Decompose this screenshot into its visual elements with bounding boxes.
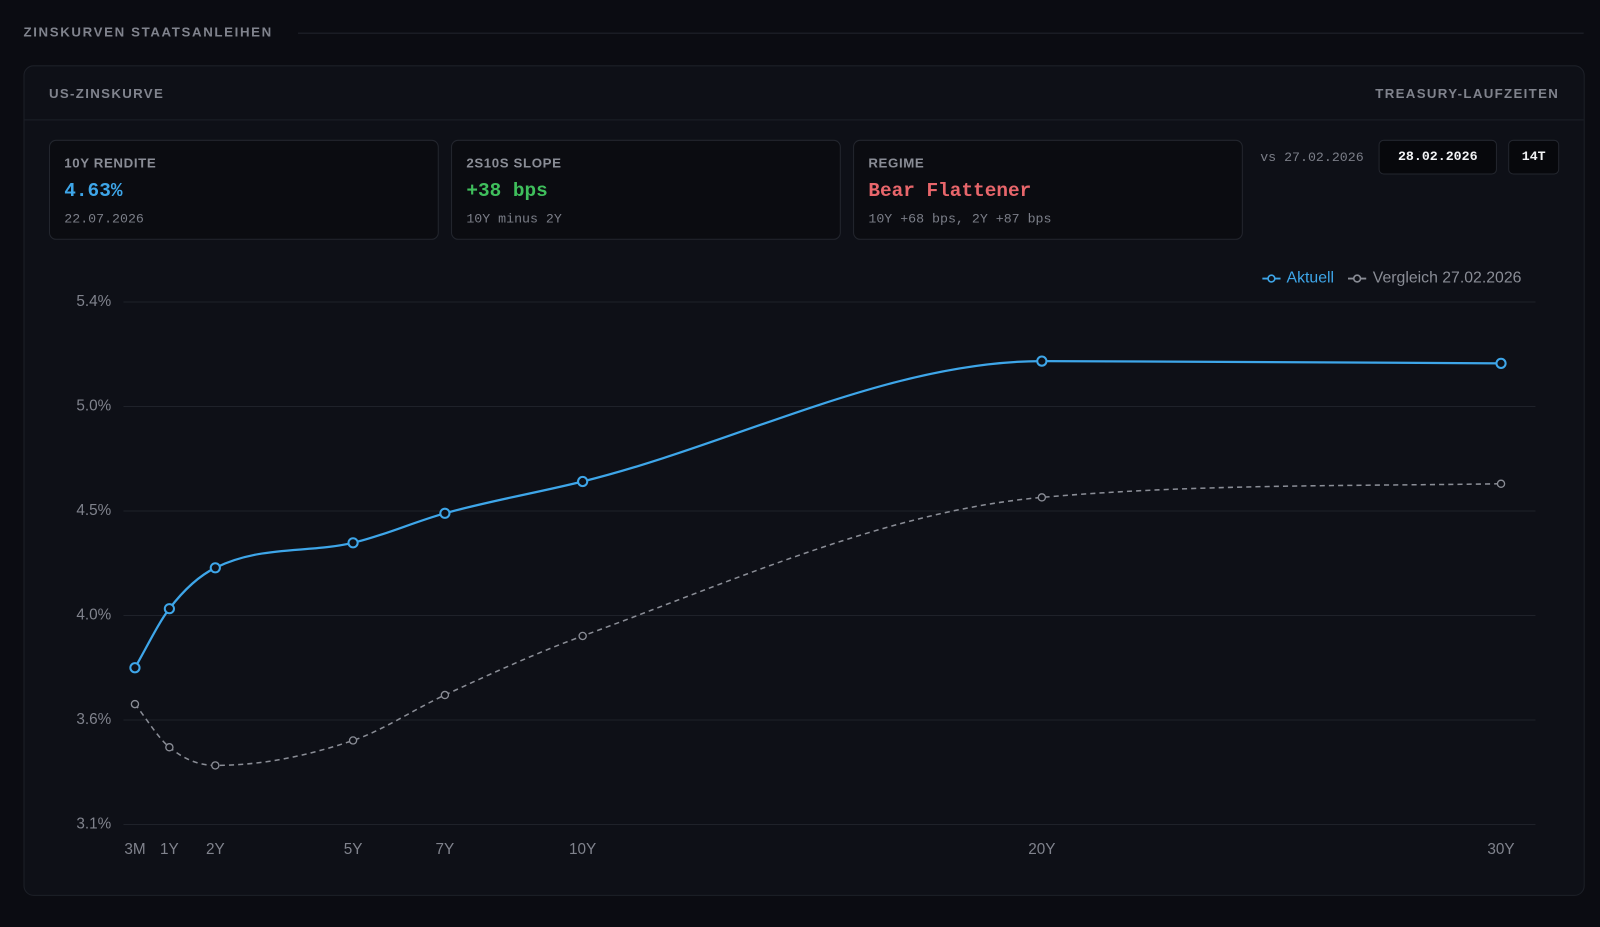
stat-card: 2S10S SLOPE +38 bps 10Y minus 2Y <box>451 139 841 240</box>
data-point <box>130 699 140 709</box>
card-note: 22.07.2026 <box>64 211 144 227</box>
series-line <box>133 359 1502 669</box>
data-point <box>165 743 174 752</box>
y-tick-label: 3.1% <box>76 816 111 833</box>
data-point <box>1496 479 1506 488</box>
y-tick-label: 5.4% <box>76 293 111 310</box>
data-point <box>347 537 359 549</box>
stat-card: REGIME Bear Flattener 10Y +68 bps, 2Y +8… <box>853 139 1243 240</box>
range-button[interactable]: 14T <box>1508 139 1560 175</box>
card-label: REGIME <box>868 155 925 171</box>
legend-icon <box>1262 274 1281 283</box>
legend: Aktuell Vergleich 27.02.2026 <box>1262 269 1521 287</box>
series-line <box>134 482 1502 767</box>
card-value: 4.63% <box>64 179 123 203</box>
data-point <box>439 507 451 519</box>
data-point <box>348 736 358 745</box>
panel-header: US-ZINSKURVE TREASURY-LAUFZEITEN <box>24 66 1584 121</box>
x-tick-label: 20Y <box>1028 841 1055 858</box>
data-point <box>211 761 220 770</box>
x-tick-label: 10Y <box>569 841 596 858</box>
date-button[interactable]: 28.02.2026 <box>1378 139 1497 175</box>
legend-label: Vergleich 27.02.2026 <box>1372 269 1522 287</box>
panel: US-ZINSKURVE TREASURY-LAUFZEITEN 10Y REN… <box>23 65 1585 896</box>
x-tick-label: 5Y <box>344 841 363 858</box>
card-value: +38 bps <box>466 179 548 203</box>
x-tick-label: 2Y <box>206 841 225 858</box>
card-value: Bear Flattener <box>868 179 1032 203</box>
data-point <box>209 562 221 574</box>
x-tick-label: 1Y <box>160 841 179 858</box>
y-tick-label: 5.0% <box>76 398 111 415</box>
data-point <box>440 690 450 700</box>
compare-label: vs 27.02.2026 <box>1260 150 1364 166</box>
data-point <box>577 475 589 488</box>
legend-label: Aktuell <box>1286 269 1335 287</box>
y-tick-label: 4.0% <box>76 607 111 624</box>
card-note: 10Y +68 bps, 2Y +87 bps <box>868 211 1052 227</box>
legend-item[interactable]: Vergleich 27.02.2026 <box>1348 269 1521 287</box>
panel-subtitle: TREASURY-LAUFZEITEN <box>1375 85 1560 102</box>
card-note: 10Y minus 2Y <box>466 211 562 227</box>
legend-dot <box>1353 274 1362 283</box>
data-point <box>1495 357 1507 369</box>
legend-icon <box>1348 274 1367 283</box>
x-tick-label: 30Y <box>1487 841 1514 858</box>
data-point <box>578 631 587 641</box>
card-label: 2S10S SLOPE <box>466 155 562 171</box>
stat-card: 10Y RENDITE 4.63% 22.07.2026 <box>48 139 439 240</box>
legend-dot <box>1267 274 1276 283</box>
y-tick-label: 3.6% <box>76 711 111 728</box>
card-label: 10Y RENDITE <box>64 155 157 171</box>
data-point <box>129 662 141 674</box>
section-title: ZINSKURVEN STAATSANLEIHEN <box>23 24 273 40</box>
x-tick-label: 7Y <box>436 841 455 858</box>
x-tick-label: 3M <box>124 841 145 858</box>
data-point <box>1036 355 1048 367</box>
y-tick-label: 4.5% <box>76 502 111 519</box>
panel-title: US-ZINSKURVE <box>48 85 165 102</box>
data-point <box>163 603 176 615</box>
legend-item[interactable]: Aktuell <box>1262 269 1334 287</box>
divider <box>297 32 1584 34</box>
data-point <box>1037 493 1047 502</box>
